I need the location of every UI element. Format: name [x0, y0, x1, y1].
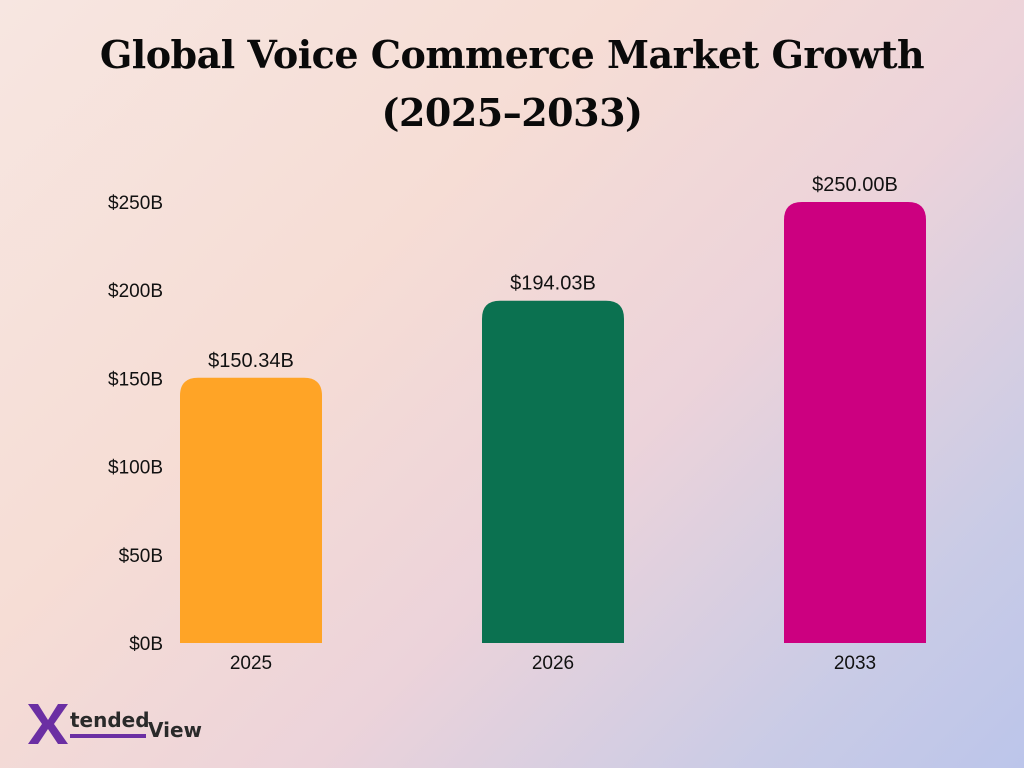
y-tick-label: $0B — [129, 634, 163, 655]
bar-2033 — [784, 202, 926, 643]
logo-word-view: View — [148, 718, 203, 742]
x-tick-label: 2025 — [230, 653, 272, 674]
x-tick-label: 2026 — [532, 653, 574, 674]
y-tick-label: $100B — [108, 458, 163, 479]
logo-word-tended: tended — [70, 708, 150, 732]
data-label-2026: $194.03B — [510, 273, 596, 295]
xtendedview-logo: tended View — [26, 702, 216, 746]
bar-2025 — [180, 377, 322, 643]
bar-2026 — [482, 300, 624, 643]
logo-underline — [70, 734, 146, 738]
data-label-2025: $150.34B — [208, 350, 294, 372]
chart-title-line1: Global Voice Commerce Market Growth — [99, 32, 925, 77]
chart-title-line2: (2025–2033) — [381, 90, 643, 135]
y-tick-label: $50B — [119, 546, 163, 567]
data-label-2033: $250.00B — [812, 174, 898, 196]
x-tick-label: 2033 — [834, 653, 876, 674]
y-tick-label: $200B — [108, 281, 163, 302]
chart-title: Global Voice Commerce Market Growth (202… — [0, 26, 1024, 142]
y-tick-label: $150B — [108, 369, 163, 390]
logo-x-mark — [28, 704, 68, 744]
y-tick-label: $250B — [108, 193, 163, 214]
